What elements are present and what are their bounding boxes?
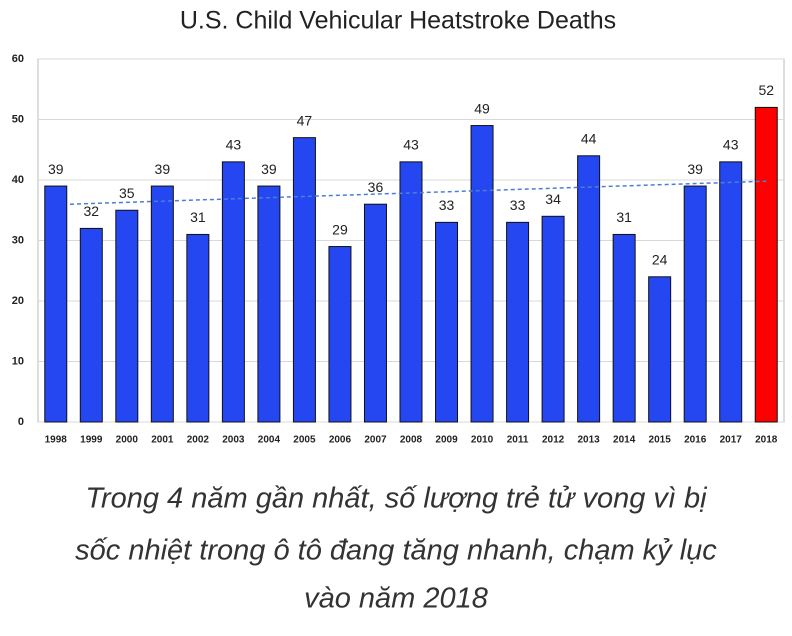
y-tick-label: 40 <box>12 174 24 186</box>
value-label: 34 <box>545 191 561 207</box>
value-label: 52 <box>758 82 774 98</box>
value-label: 31 <box>616 209 632 225</box>
bar <box>399 161 423 423</box>
x-tick-label: 2007 <box>364 435 387 446</box>
bar <box>683 185 707 423</box>
bar <box>292 137 316 423</box>
x-tick-label: 2004 <box>258 435 281 446</box>
y-tick-label: 10 <box>12 355 24 367</box>
x-tick-label: 1998 <box>45 435 68 446</box>
bar <box>328 246 352 423</box>
value-label: 49 <box>474 100 490 116</box>
value-label: 43 <box>226 137 242 153</box>
y-tick-label: 0 <box>18 416 24 428</box>
value-label: 43 <box>403 137 419 153</box>
y-tick-label: 50 <box>12 113 24 125</box>
bar <box>186 233 210 423</box>
bar <box>221 161 245 423</box>
bar <box>612 233 636 423</box>
x-tick-label: 2013 <box>577 435 600 446</box>
x-tick-label: 2015 <box>649 435 672 446</box>
caption-line: sốc nhiệt trong ô tô đang tăng nhanh, ch… <box>75 535 717 567</box>
x-tick-label: 2002 <box>187 435 210 446</box>
bar <box>363 203 387 423</box>
x-tick-label: 2009 <box>435 435 458 446</box>
y-tick-label: 30 <box>12 234 24 246</box>
bar <box>754 106 778 423</box>
x-tick-label: 2000 <box>116 435 139 446</box>
value-label: 32 <box>83 203 99 219</box>
value-label: 44 <box>581 131 597 147</box>
value-label: 35 <box>119 185 135 201</box>
x-tick-label: 2018 <box>755 435 778 446</box>
value-label: 39 <box>687 161 703 177</box>
value-label: 39 <box>155 161 171 177</box>
value-label: 39 <box>261 161 277 177</box>
x-tick-label: 2006 <box>329 435 352 446</box>
x-tick-label: 2003 <box>222 435 245 446</box>
caption-line: vào năm 2018 <box>304 583 488 615</box>
x-tick-label: 2001 <box>151 435 174 446</box>
bar <box>257 185 281 423</box>
bar <box>115 209 139 423</box>
bar <box>44 185 68 423</box>
x-tick-label: 2012 <box>542 435 565 446</box>
bar <box>648 276 672 423</box>
bar <box>719 161 743 423</box>
bar <box>79 227 103 423</box>
x-tick-label: 1999 <box>80 435 103 446</box>
value-label: 36 <box>368 179 384 195</box>
value-label: 39 <box>48 161 64 177</box>
bar <box>435 221 459 423</box>
bar <box>541 215 565 423</box>
y-tick-label: 60 <box>12 53 24 65</box>
x-tick-label: 2017 <box>720 435 743 446</box>
bar <box>577 155 601 423</box>
x-tick-label: 2005 <box>293 435 316 446</box>
value-label: 31 <box>190 209 206 225</box>
bar <box>506 221 530 423</box>
x-tick-label: 2014 <box>613 435 636 446</box>
value-label: 24 <box>652 252 668 268</box>
bar <box>470 125 494 423</box>
x-tick-label: 2010 <box>471 435 494 446</box>
value-label: 33 <box>510 197 526 213</box>
value-label: 43 <box>723 137 739 153</box>
value-label: 29 <box>332 221 348 237</box>
x-tick-label: 2008 <box>400 435 423 446</box>
x-tick-label: 2016 <box>684 435 707 446</box>
caption-line: Trong 4 năm gần nhất, số lượng trẻ tử vo… <box>85 483 708 515</box>
y-tick-label: 20 <box>12 295 24 307</box>
chart-title: U.S. Child Vehicular Heatstroke Deaths <box>180 7 616 35</box>
value-label: 33 <box>439 197 455 213</box>
value-label: 47 <box>297 112 313 128</box>
x-tick-label: 2011 <box>507 435 529 446</box>
bar <box>150 185 174 423</box>
